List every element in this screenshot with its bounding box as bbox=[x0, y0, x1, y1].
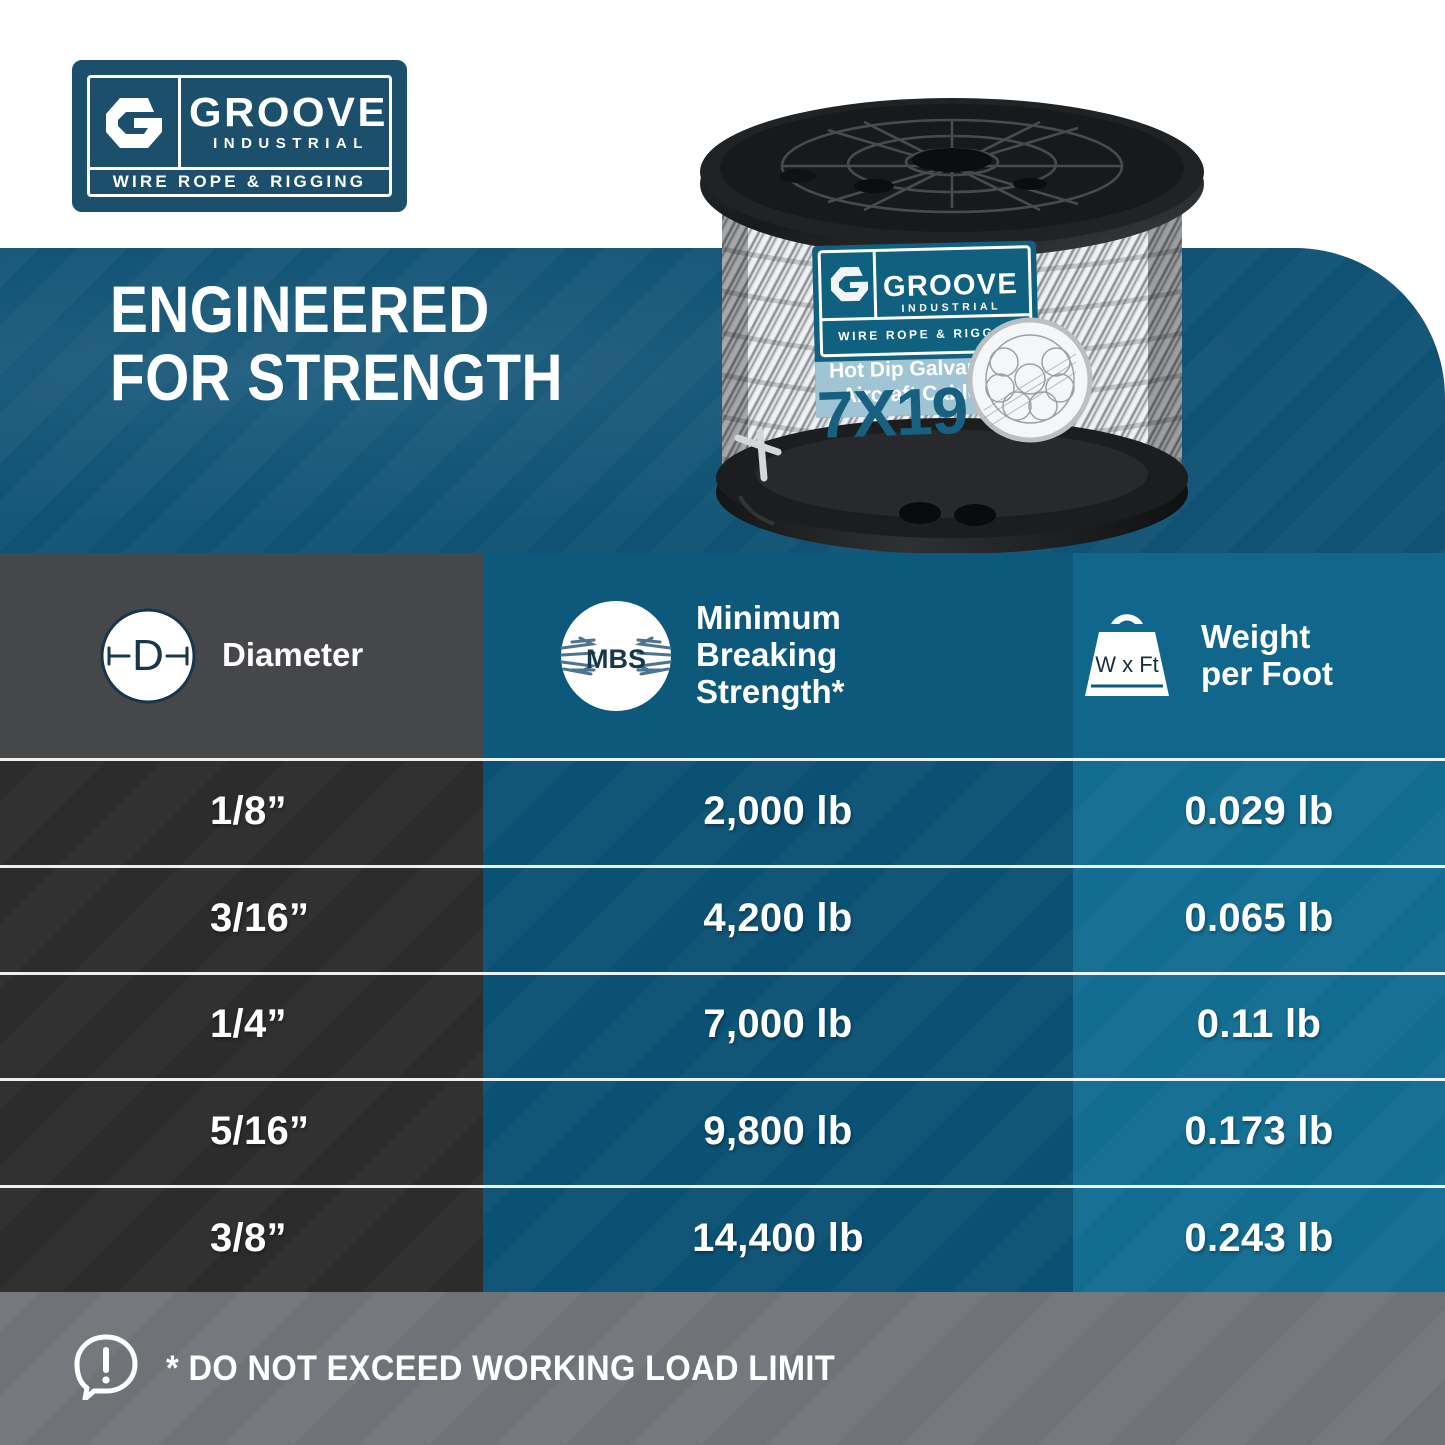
row-divider bbox=[0, 758, 1445, 761]
header-weight: W x Ft Weight per Foot bbox=[1075, 553, 1333, 758]
logo-inner-frame: GROOVE INDUSTRIAL WIRE ROPE & RIGGING bbox=[87, 75, 392, 197]
page-title: ENGINEERED FOR STRENGTH bbox=[110, 275, 563, 414]
cell-weight: 0.065 lb bbox=[1184, 895, 1334, 940]
footer-sheen bbox=[0, 1292, 1445, 1445]
cell-mbs: 2,000 lb bbox=[703, 788, 853, 833]
logo-top-section: GROOVE INDUSTRIAL bbox=[90, 78, 389, 167]
cell-diameter: 1/8” bbox=[210, 788, 287, 833]
table-row: 1/8” 2,000 lb 0.029 lb bbox=[0, 758, 1445, 865]
svg-text:7X19: 7X19 bbox=[816, 373, 969, 452]
row-divider bbox=[0, 971, 1445, 975]
cell-weight: 0.029 lb bbox=[1184, 788, 1334, 833]
svg-text:Aircraft Cable: Aircraft Cable bbox=[841, 381, 979, 407]
cell-mbs: 4,200 lb bbox=[703, 895, 853, 940]
spec-table: D Diameter bbox=[0, 553, 1445, 1292]
footer-warning-bar: * DO NOT EXCEED WORKING LOAD LIMIT bbox=[0, 1292, 1445, 1445]
cell-diameter: 3/16” bbox=[210, 895, 310, 940]
row-divider bbox=[0, 1078, 1445, 1082]
mbs-icon: MBS bbox=[558, 598, 674, 714]
svg-text:MBS: MBS bbox=[586, 644, 646, 674]
cell-weight: 0.243 lb bbox=[1184, 1216, 1334, 1261]
diameter-icon: D bbox=[96, 604, 200, 708]
row-divider bbox=[0, 864, 1445, 868]
product-photo-spool: GROOVE INDUSTRIAL WIRE ROPE & RIGGING Ho… bbox=[678, 8, 1226, 586]
row-divider bbox=[0, 1185, 1445, 1189]
header-weight-label: Weight per Foot bbox=[1201, 617, 1333, 692]
header-diameter-label: Diameter bbox=[222, 636, 364, 674]
table-row: 3/16” 4,200 lb 0.065 lb bbox=[0, 865, 1445, 972]
header-diameter: D Diameter bbox=[96, 553, 363, 758]
svg-text:WIRE ROPE & RIGGING: WIRE ROPE & RIGGING bbox=[838, 325, 1024, 344]
cell-diameter: 1/4” bbox=[210, 1002, 287, 1047]
alert-bubble-icon bbox=[72, 1332, 140, 1405]
svg-text:W x Ft: W x Ft bbox=[1095, 652, 1159, 677]
header-cell-diameter-bg bbox=[0, 553, 483, 758]
footer-warning-text: * DO NOT EXCEED WORKING LOAD LIMIT bbox=[166, 1348, 836, 1388]
header-mbs: MBS Minimum Breaking Strength* bbox=[558, 553, 845, 758]
table-row: 1/4” 7,000 lb 0.11 lb bbox=[0, 972, 1445, 1079]
brand-logo: GROOVE INDUSTRIAL WIRE ROPE & RIGGING bbox=[72, 60, 407, 212]
footer-content: * DO NOT EXCEED WORKING LOAD LIMIT bbox=[72, 1332, 885, 1405]
cell-mbs: 7,000 lb bbox=[703, 1002, 853, 1047]
svg-text:D: D bbox=[132, 631, 164, 680]
logo-wordmark: GROOVE INDUSTRIAL bbox=[181, 78, 389, 167]
table-row: 5/16” 9,800 lb 0.173 lb bbox=[0, 1078, 1445, 1185]
headline-line-2: FOR STRENGTH bbox=[110, 339, 563, 414]
logo-brand-name: GROOVE bbox=[188, 88, 388, 135]
logo-brand-sub: INDUSTRIAL bbox=[213, 135, 369, 153]
cell-weight: 0.173 lb bbox=[1184, 1109, 1334, 1154]
weight-icon: W x Ft bbox=[1075, 604, 1179, 708]
header-mbs-label: Minimum Breaking Strength* bbox=[696, 599, 845, 710]
cell-mbs: 14,400 lb bbox=[692, 1216, 864, 1261]
logo-outer-frame: GROOVE INDUSTRIAL WIRE ROPE & RIGGING bbox=[72, 60, 407, 212]
headline-line-1: ENGINEERED bbox=[110, 272, 490, 346]
table-row: 3/8” 14,400 lb 0.243 lb bbox=[0, 1185, 1445, 1292]
cell-weight: 0.11 lb bbox=[1196, 1002, 1322, 1047]
logo-tagline: WIRE ROPE & RIGGING bbox=[112, 172, 367, 191]
svg-text:INDUSTRIAL: INDUSTRIAL bbox=[901, 300, 1001, 314]
table-rows: 1/8” 2,000 lb 0.029 lb 3/16” 4,200 lb 0.… bbox=[0, 758, 1445, 1292]
cell-diameter: 5/16” bbox=[210, 1109, 310, 1154]
svg-text:GROOVE: GROOVE bbox=[883, 268, 1019, 303]
groove-g-icon bbox=[90, 78, 181, 167]
logo-tagline-bar: WIRE ROPE & RIGGING bbox=[90, 167, 389, 194]
cell-mbs: 9,800 lb bbox=[703, 1109, 853, 1154]
cell-diameter: 3/8” bbox=[210, 1216, 287, 1261]
